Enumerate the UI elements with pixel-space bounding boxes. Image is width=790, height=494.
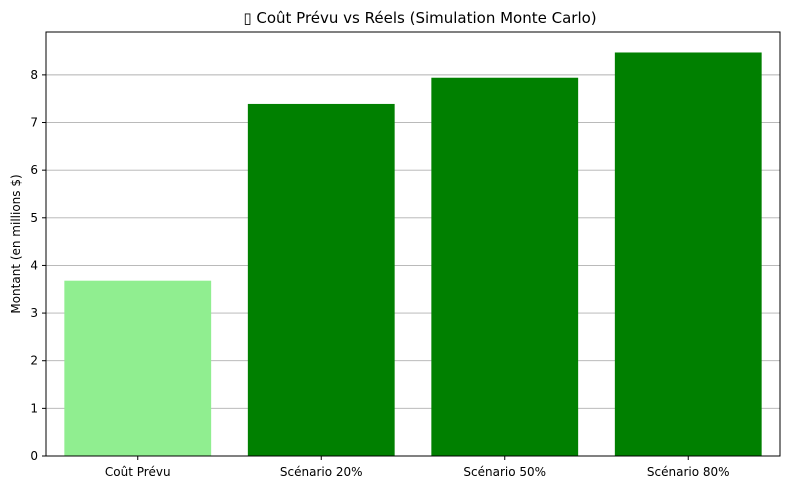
y-tick-label: 6 xyxy=(30,163,38,177)
x-tick-label: Scénario 50% xyxy=(463,465,546,479)
x-axis-ticks: Coût Prévu Scénario 20% Scénario 50% Scénar… xyxy=(105,456,730,479)
bar-3 xyxy=(431,77,579,456)
x-tick-label: Scénario 20% xyxy=(280,465,363,479)
bars xyxy=(64,52,762,457)
y-tick-label: 3 xyxy=(30,306,38,320)
y-tick-label: 5 xyxy=(30,211,38,225)
bar-1 xyxy=(64,280,212,456)
y-tick-label: 1 xyxy=(30,401,38,415)
bar-2 xyxy=(247,103,395,457)
y-axis-label: Montant (en millions $) xyxy=(9,174,23,313)
x-tick-label: Coût Prévu xyxy=(105,465,171,479)
x-tick-label: Scénario 80% xyxy=(647,465,730,479)
y-tick-label: 0 xyxy=(30,449,38,463)
y-axis-ticks: 0 1 2 3 4 5 6 7 8 xyxy=(30,68,46,463)
y-tick-label: 7 xyxy=(30,116,38,130)
chart-title: ▯ Coût Prévu vs Réels (Simulation Monte … xyxy=(243,9,596,27)
y-tick-label: 8 xyxy=(30,68,38,82)
bar-4 xyxy=(614,52,762,457)
y-tick-label: 2 xyxy=(30,354,38,368)
y-tick-label: 4 xyxy=(30,258,38,272)
plot-frame xyxy=(45,31,781,457)
